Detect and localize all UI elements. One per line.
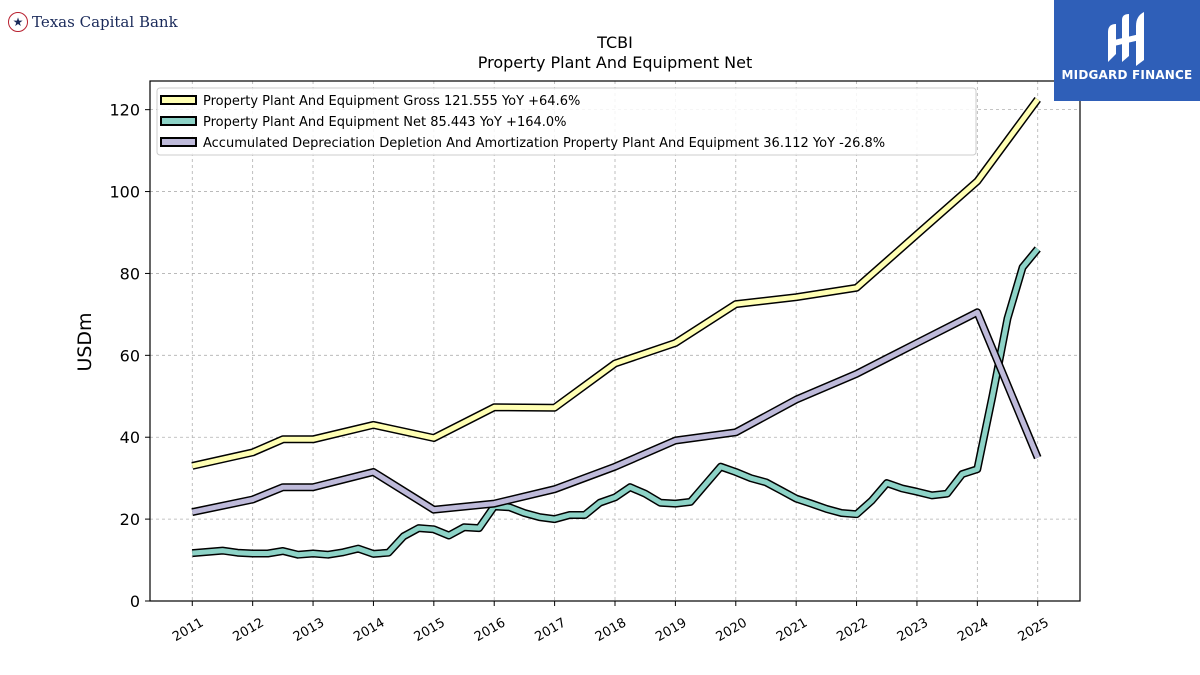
series-1 [191,97,1041,470]
x-tick-label: 2020 [714,615,750,645]
y-tick-label: 120 [109,101,140,120]
star-seal-icon: ★ [8,12,28,32]
bank-name: Texas Capital Bank [32,13,178,31]
x-tick-label: 2016 [472,615,508,645]
legend-swatch [160,116,197,126]
x-tick-label: 2024 [955,615,991,645]
legend-label: Property Plant And Equipment Gross 121.5… [203,94,580,109]
x-tick-label: 2022 [834,615,870,645]
chart-title: TCBI [596,33,633,52]
x-tick-label: 2023 [895,615,931,645]
chart-subtitle: Property Plant And Equipment Net [478,53,753,72]
x-tick-label: 2013 [291,615,327,645]
x-tick-label: 2015 [412,615,448,645]
y-tick-label: 0 [130,592,140,611]
series-line [191,97,1040,469]
midgard-monogram-icon [1108,12,1144,66]
legend-swatch [160,95,197,105]
y-tick-label: 60 [120,346,140,365]
series-layer [191,97,1042,559]
x-tick-label: 2019 [653,615,689,645]
x-tick-label: 2014 [351,615,387,645]
series-line [192,247,1040,558]
x-tick-label: 2025 [1016,615,1052,645]
x-tick-label: 2017 [532,615,568,645]
legend-label: Property Plant And Equipment Net 85.443 … [203,115,567,130]
legend-box [156,87,977,156]
x-tick-label: 2012 [231,615,267,645]
axes: 0 20 40 60 80 100 120 2011 2012 2013 2014 2015 2016 2… [109,101,1051,645]
y-tick-label: 100 [109,183,140,202]
texas-capital-bank-logo: ★ Texas Capital Bank [8,12,178,32]
series-3 [191,308,1042,517]
x-tick-label: 2021 [774,615,810,645]
y-tick-label: 80 [120,264,140,283]
series-2 [191,246,1041,559]
legend-swatch [160,137,197,147]
legend-label: Accumulated Depreciation Depletion And A… [203,136,885,151]
midgard-brand-text: MIDGARD FINANCE [1061,68,1193,82]
midgard-finance-logo: MIDGARD FINANCE [1054,0,1200,101]
y-axis-label: USDm [74,312,96,371]
series-line [191,309,1041,515]
grid [150,81,1080,602]
y-tick-label: 40 [120,428,140,447]
legend: Property Plant And Equipment Gross 121.5… [156,87,977,156]
x-tick-label: 2011 [170,615,206,645]
y-tick-label: 20 [120,510,140,529]
x-tick-label: 2018 [593,615,629,645]
